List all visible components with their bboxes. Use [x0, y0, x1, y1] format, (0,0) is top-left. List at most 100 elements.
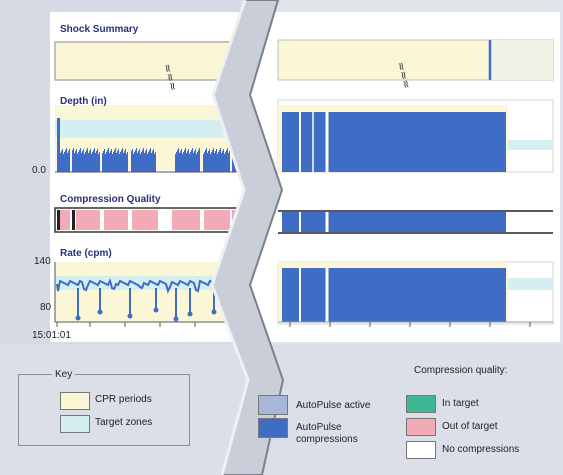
depth-bar — [138, 151, 139, 172]
depth-bar — [113, 152, 114, 172]
depth-bar — [114, 150, 115, 172]
depth-bar — [220, 148, 221, 172]
depth-bar — [134, 152, 135, 172]
quality-segment — [172, 210, 200, 230]
depth-bar — [217, 154, 218, 172]
depth-bar — [92, 152, 93, 172]
depth-bar — [210, 154, 211, 172]
depth-bar — [116, 153, 117, 172]
depth-bar — [88, 153, 89, 172]
target-zones-label: Target zones — [95, 417, 153, 428]
compression-quality-title: Compression Quality — [60, 194, 161, 205]
rate-y-min-label: 80 — [40, 302, 52, 313]
compression-quality-legend-title: Compression quality: — [414, 365, 508, 376]
depth-bar — [155, 152, 156, 172]
key-title: Key — [52, 369, 76, 381]
rate-drop-point — [173, 316, 179, 322]
depth-bar — [141, 152, 142, 172]
depth-bar — [154, 154, 155, 172]
depth-bar — [144, 153, 145, 172]
depth-bar — [228, 153, 229, 172]
quality-segment — [104, 210, 128, 230]
depth-bar — [216, 149, 217, 172]
depth-bar — [198, 150, 199, 172]
depth-bar — [149, 150, 150, 172]
depth-bar — [193, 153, 194, 172]
depth-bar — [57, 118, 60, 172]
depth-bar — [209, 149, 210, 172]
depth-bar — [140, 154, 141, 172]
depth-bar — [122, 148, 123, 172]
depth-bar — [127, 152, 128, 172]
depth-bar — [204, 152, 205, 172]
depth-bar — [132, 149, 133, 172]
autopulse-compressions-label: AutoPulse compressions — [296, 422, 358, 445]
depth-bar — [68, 151, 69, 172]
depth-bar — [177, 150, 178, 172]
depth-bar — [106, 152, 107, 172]
depth-bar — [207, 153, 208, 172]
depth-bar — [208, 151, 209, 172]
out-of-target-swatch — [406, 418, 436, 436]
depth-y-min-label: 0.0 — [32, 165, 46, 176]
depth-bar — [213, 148, 214, 172]
depth-bar — [187, 151, 188, 172]
depth-bar — [99, 152, 100, 172]
no-compressions-label: No compressions — [442, 444, 520, 455]
depth-bar — [97, 149, 98, 172]
depth-bar — [87, 148, 88, 172]
depth-bar — [221, 153, 222, 172]
depth-bar — [104, 149, 105, 172]
depth-compressions-right — [282, 112, 506, 172]
depth-bar — [65, 150, 66, 172]
depth-bar — [152, 151, 153, 172]
depth-target-right — [508, 140, 553, 150]
rate-drop-point — [127, 313, 133, 319]
depth-bar — [211, 152, 212, 172]
depth-bar — [118, 149, 119, 172]
depth-bar — [199, 148, 200, 172]
depth-bar — [224, 154, 225, 172]
autopulse-compressions-swatch — [258, 418, 288, 438]
depth-bar — [206, 148, 207, 172]
depth-bar — [66, 148, 67, 172]
depth-bar — [181, 149, 182, 172]
depth-bar — [188, 149, 189, 172]
depth-bar — [64, 152, 65, 172]
depth-bar — [176, 152, 177, 172]
time-start-label: 15:01:01 — [32, 330, 71, 341]
depth-bar — [126, 154, 127, 172]
depth-bar — [96, 151, 97, 172]
depth-bar — [117, 151, 118, 172]
depth-bar — [182, 154, 183, 172]
depth-bar — [84, 154, 85, 172]
depth-bar — [73, 148, 74, 172]
depth-bar — [185, 148, 186, 172]
depth-bar — [232, 152, 233, 172]
depth-bar — [67, 153, 68, 172]
depth-bar — [72, 150, 73, 172]
depth-bar — [131, 151, 132, 172]
depth-bar — [102, 153, 103, 172]
depth-bar — [184, 150, 185, 172]
depth-bar — [196, 154, 197, 172]
depth-bar — [226, 150, 227, 172]
depth-bar — [94, 148, 95, 172]
depth-bar — [225, 152, 226, 172]
quality-segment — [57, 210, 60, 230]
depth-bar — [61, 151, 62, 172]
depth-bar — [109, 153, 110, 172]
depth-bar — [191, 150, 192, 172]
depth-bars-left — [57, 118, 240, 172]
depth-bar — [98, 154, 99, 172]
autopulse-active-label: AutoPulse active — [296, 400, 371, 411]
quality-segment — [76, 210, 100, 230]
depth-bar — [91, 154, 92, 172]
rate-target-left — [55, 276, 240, 290]
rate-cpr-left — [55, 262, 240, 322]
depth-bar — [89, 151, 90, 172]
depth-bar — [105, 154, 106, 172]
rate-drop-point — [97, 309, 103, 315]
depth-bar — [81, 153, 82, 172]
depth-bar — [145, 151, 146, 172]
